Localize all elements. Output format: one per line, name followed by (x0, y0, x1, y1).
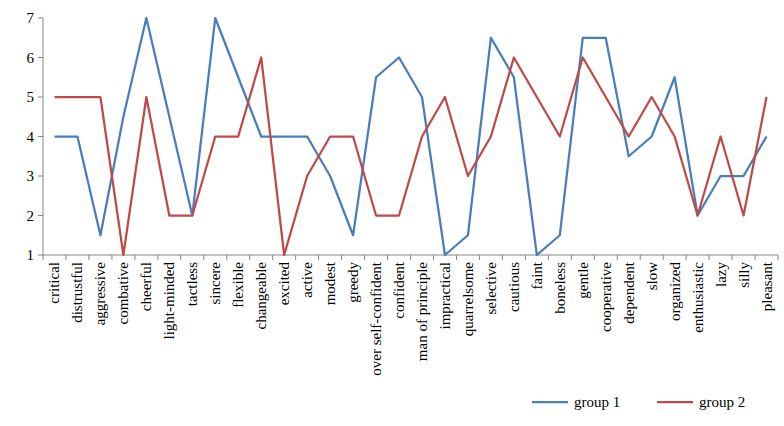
x-tick-label: critical (46, 262, 62, 304)
x-tick (755, 255, 756, 260)
x-tick-label: changeable (253, 262, 269, 330)
x-tick (249, 255, 250, 260)
x-tick (111, 255, 112, 260)
y-tick-label: 1 (27, 247, 35, 263)
x-tick (456, 255, 457, 260)
x-tick-label: cautious (506, 262, 522, 312)
x-tick (318, 255, 319, 260)
x-tick (663, 255, 664, 260)
x-tick (65, 255, 66, 260)
x-tick-label: gentle (575, 262, 591, 299)
x-tick-label: active (299, 262, 315, 298)
series-line (54, 58, 766, 256)
x-tick-label: greedy (345, 262, 361, 303)
legend-swatch (532, 401, 568, 403)
x-tick (410, 255, 411, 260)
x-tick-label: faint (529, 261, 545, 289)
x-tick (157, 255, 158, 260)
x-tick (387, 255, 388, 260)
x-tick-label: silly (736, 262, 752, 288)
x-tick (617, 255, 618, 260)
x-tick-label: lazy (713, 262, 729, 287)
x-tick (272, 255, 273, 260)
x-tick-label: dependent (621, 261, 637, 323)
x-tick (686, 255, 687, 260)
x-tick (295, 255, 296, 260)
legend-swatch (657, 401, 693, 403)
x-tick (43, 255, 44, 260)
x-tick (732, 255, 733, 260)
x-tick (594, 255, 595, 260)
x-tick (709, 255, 710, 260)
x-tick (134, 255, 135, 260)
legend-label: group 2 (699, 394, 745, 410)
plot-area (54, 18, 766, 255)
x-tick-label: tactless (184, 262, 200, 306)
y-tick (38, 136, 43, 137)
chart: 1 2 3 4 5 6 7 critical distrustful aggressive comb… (0, 0, 784, 426)
y-tick-label: 5 (27, 89, 35, 105)
x-tick-label: combative (115, 262, 131, 325)
x-tick-label: man of principle (414, 262, 430, 361)
series-line (54, 18, 766, 255)
y-tick-label: 3 (27, 168, 35, 184)
x-tick-label: slow (644, 262, 660, 291)
x-tick-label: sincere (207, 262, 223, 305)
y-tick-label: 7 (27, 10, 35, 26)
x-tick (479, 255, 480, 260)
x-tick-label: enthusiastic (690, 262, 706, 333)
x-tick-label: quarrelsome (460, 262, 476, 336)
y-tick (38, 97, 43, 98)
y-tick (38, 176, 43, 177)
x-tick-label: organized (667, 262, 683, 321)
x-tick (571, 255, 572, 260)
y-tick (38, 57, 43, 58)
x-tick (180, 255, 181, 260)
x-tick-label: flexible (230, 262, 246, 308)
x-tick (364, 255, 365, 260)
x-tick (502, 255, 503, 260)
x-tick (640, 255, 641, 260)
legend-label: group 1 (574, 394, 620, 410)
x-tick-label: pleasant (759, 261, 775, 311)
x-tick-label: cooperative (598, 262, 614, 332)
y-tick (38, 18, 43, 19)
x-tick-label: light-minded (161, 262, 177, 340)
x-tick-label: impractical (437, 262, 453, 329)
x-tick (433, 255, 434, 260)
x-tick-label: excited (276, 262, 292, 306)
x-tick (548, 255, 549, 260)
y-tick (38, 215, 43, 216)
x-tick-label: modest (322, 261, 338, 305)
y-tick-label: 2 (27, 208, 35, 224)
y-tick-label: 4 (27, 129, 35, 145)
x-tick-label: confident (391, 261, 407, 318)
x-tick (226, 255, 227, 260)
x-tick (778, 255, 779, 260)
x-tick-label: distrustful (69, 262, 85, 323)
x-tick-label: over self-confident (368, 261, 384, 376)
x-tick (525, 255, 526, 260)
x-tick-label: cheerful (138, 262, 154, 311)
x-tick-label: selective (483, 262, 499, 315)
x-tick (88, 255, 89, 260)
y-tick-label: 6 (27, 50, 35, 66)
x-tick-label: aggressive (92, 262, 108, 326)
x-tick-label: boneless (552, 262, 568, 314)
y-tick (38, 255, 43, 256)
x-tick (341, 255, 342, 260)
x-tick (203, 255, 204, 260)
